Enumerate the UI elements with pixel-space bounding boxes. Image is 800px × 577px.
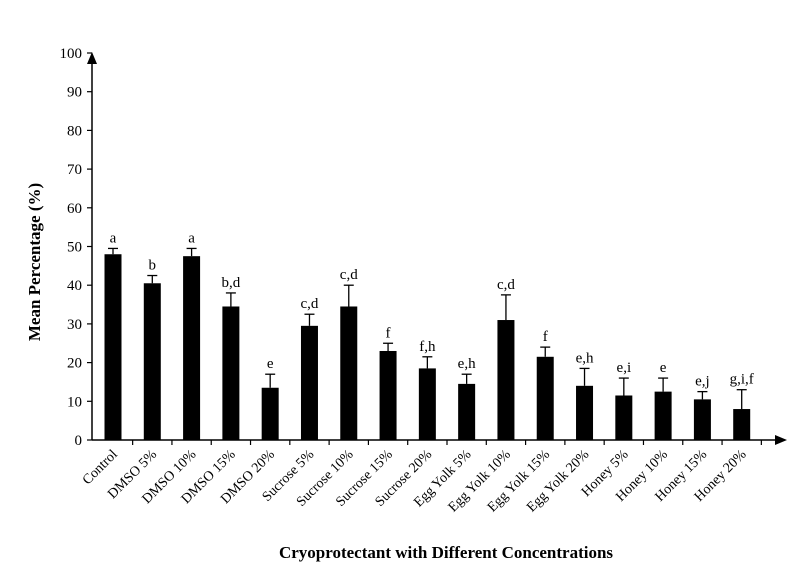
bar [261, 387, 279, 440]
significance-label: e,j [695, 374, 710, 390]
significance-label: e,i [617, 360, 632, 376]
y-tick-label: 0 [75, 433, 83, 449]
x-axis-title: Cryoprotectant with Different Concentrat… [279, 543, 613, 562]
y-tick-label: 100 [60, 46, 83, 62]
bars [104, 254, 751, 440]
bar [300, 325, 318, 440]
bar [104, 254, 122, 440]
y-ticks: 0 10 20 30 40 50 60 70 80 90 100 [60, 46, 92, 449]
y-tick-label: 30 [67, 317, 82, 333]
y-axis-title: Mean Percentage (%) [25, 183, 44, 341]
bar [222, 306, 240, 440]
y-tick-label: 60 [67, 201, 82, 217]
bar [615, 395, 633, 440]
bar [418, 368, 436, 440]
significance-label: b [149, 258, 157, 274]
bar [693, 399, 711, 440]
bar [340, 306, 358, 440]
y-tick-label: 20 [67, 356, 82, 372]
bar [576, 385, 594, 440]
significance-label: a [110, 230, 117, 246]
significance-label: f [543, 329, 548, 345]
bar [733, 409, 751, 440]
y-tick-label: 70 [67, 162, 82, 178]
x-axis-arrow [775, 435, 787, 445]
significance-label: a [188, 230, 195, 246]
y-tick-label: 10 [67, 394, 82, 410]
significance-label: e [660, 360, 667, 376]
y-tick-label: 50 [67, 240, 82, 256]
significance-label: e,h [576, 350, 594, 366]
significance-label: c,d [301, 296, 319, 312]
bar [458, 383, 476, 440]
y-axis [87, 52, 97, 440]
significance-label: c,d [497, 277, 515, 293]
significance-label: e [267, 356, 274, 372]
significance-label: c,d [340, 267, 358, 283]
bar [654, 391, 672, 440]
bar [183, 256, 201, 440]
error-bars [108, 247, 747, 410]
y-axis-arrow [87, 52, 97, 64]
significance-labels: a b a b,d e c,d c,d f f,h e,h c,d f e,h e,i e e,j g,i,f [110, 230, 754, 389]
significance-label: f,h [419, 339, 436, 355]
bar [379, 350, 397, 440]
y-tick-label: 90 [67, 85, 82, 101]
y-tick-label: 80 [67, 123, 82, 139]
bar [497, 320, 515, 440]
significance-label: b,d [222, 275, 241, 291]
significance-label: e,h [458, 356, 476, 372]
y-tick-label: 40 [67, 278, 82, 294]
significance-label: g,i,f [730, 372, 754, 388]
bar [536, 356, 554, 440]
bar [143, 283, 161, 440]
significance-label: f [386, 325, 391, 341]
